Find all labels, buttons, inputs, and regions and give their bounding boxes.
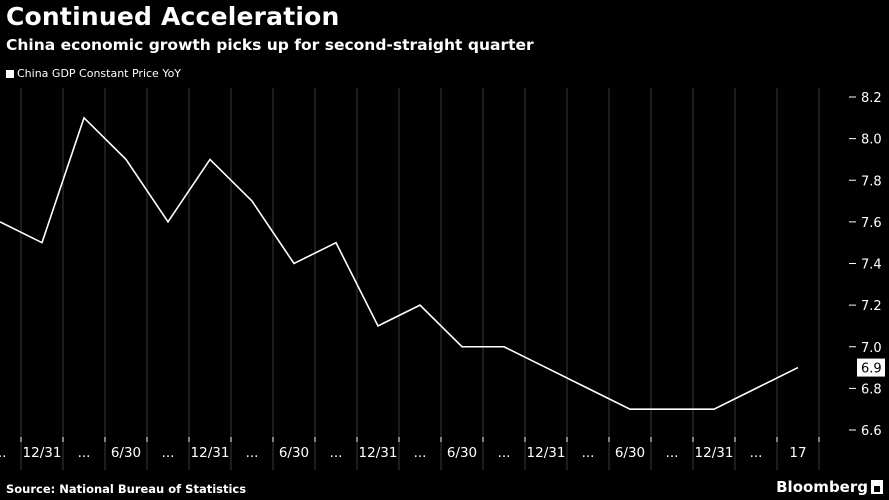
- x-tick-label: 12/31: [527, 445, 566, 461]
- source-note: Source: National Bureau of Statistics: [6, 482, 247, 496]
- x-tick-label: 6/30: [447, 445, 477, 461]
- x-tick-label: ...: [582, 445, 595, 461]
- x-tick-label: ...: [330, 445, 343, 461]
- last-value-badge: [857, 358, 885, 377]
- x-tick-label: ...: [498, 445, 511, 461]
- y-tick-label: 7.4: [861, 258, 882, 273]
- y-tick-label: 6.8: [861, 382, 882, 397]
- chart-subtitle: China economic growth picks up for secon…: [6, 36, 534, 54]
- x-tick-label: 6/30: [279, 445, 309, 461]
- y-tick-label: 7.2: [861, 299, 882, 314]
- label-layer: 6.9: [857, 358, 885, 377]
- y-tick-label: 6.6: [861, 424, 882, 439]
- x-tick-label: ...: [414, 445, 427, 461]
- x-tick-label: ...: [78, 445, 91, 461]
- bloomberg-terminal-icon: [871, 480, 883, 494]
- x-tick-label: 6/30: [111, 445, 141, 461]
- x-tick-label: 17: [789, 445, 806, 461]
- brand-name: Bloomberg: [776, 478, 868, 496]
- x-tick-label: 6/30: [615, 445, 645, 461]
- legend-swatch: [6, 69, 14, 78]
- y-tick-label: 7.0: [861, 341, 882, 356]
- chart-legend: China GDP Constant Price YoY: [6, 67, 181, 80]
- x-tick-label: ...: [750, 445, 763, 461]
- axis-layer: 6.6 6.8 7.0 7.2 7.4 7.6 7.8 8.0 8.2... 12/31... 6/…: [0, 91, 882, 461]
- x-tick-label: ...: [0, 445, 6, 461]
- x-tick-label: ...: [162, 445, 175, 461]
- y-tick-label: 7.8: [861, 174, 882, 189]
- x-tick-label: ...: [246, 445, 259, 461]
- chart-title: Continued Acceleration: [6, 2, 340, 31]
- y-tick-label: 8.0: [861, 133, 882, 148]
- x-tick-label: 12/31: [191, 445, 230, 461]
- x-tick-label: ...: [666, 445, 679, 461]
- last-value-label: 6.9: [861, 362, 882, 377]
- series-layer: [0, 116, 799, 410]
- brand-logo: Bloomberg: [776, 478, 883, 496]
- y-tick-label: 7.6: [861, 216, 882, 231]
- series-line-china-gdp: [0, 116, 799, 410]
- grid-layer: [20, 88, 820, 470]
- legend-label: China GDP Constant Price YoY: [17, 67, 182, 80]
- y-tick-label: 8.2: [861, 91, 882, 106]
- x-tick-label: 12/31: [359, 445, 398, 461]
- x-tick-label: 12/31: [23, 445, 62, 461]
- x-tick-label: 12/31: [695, 445, 734, 461]
